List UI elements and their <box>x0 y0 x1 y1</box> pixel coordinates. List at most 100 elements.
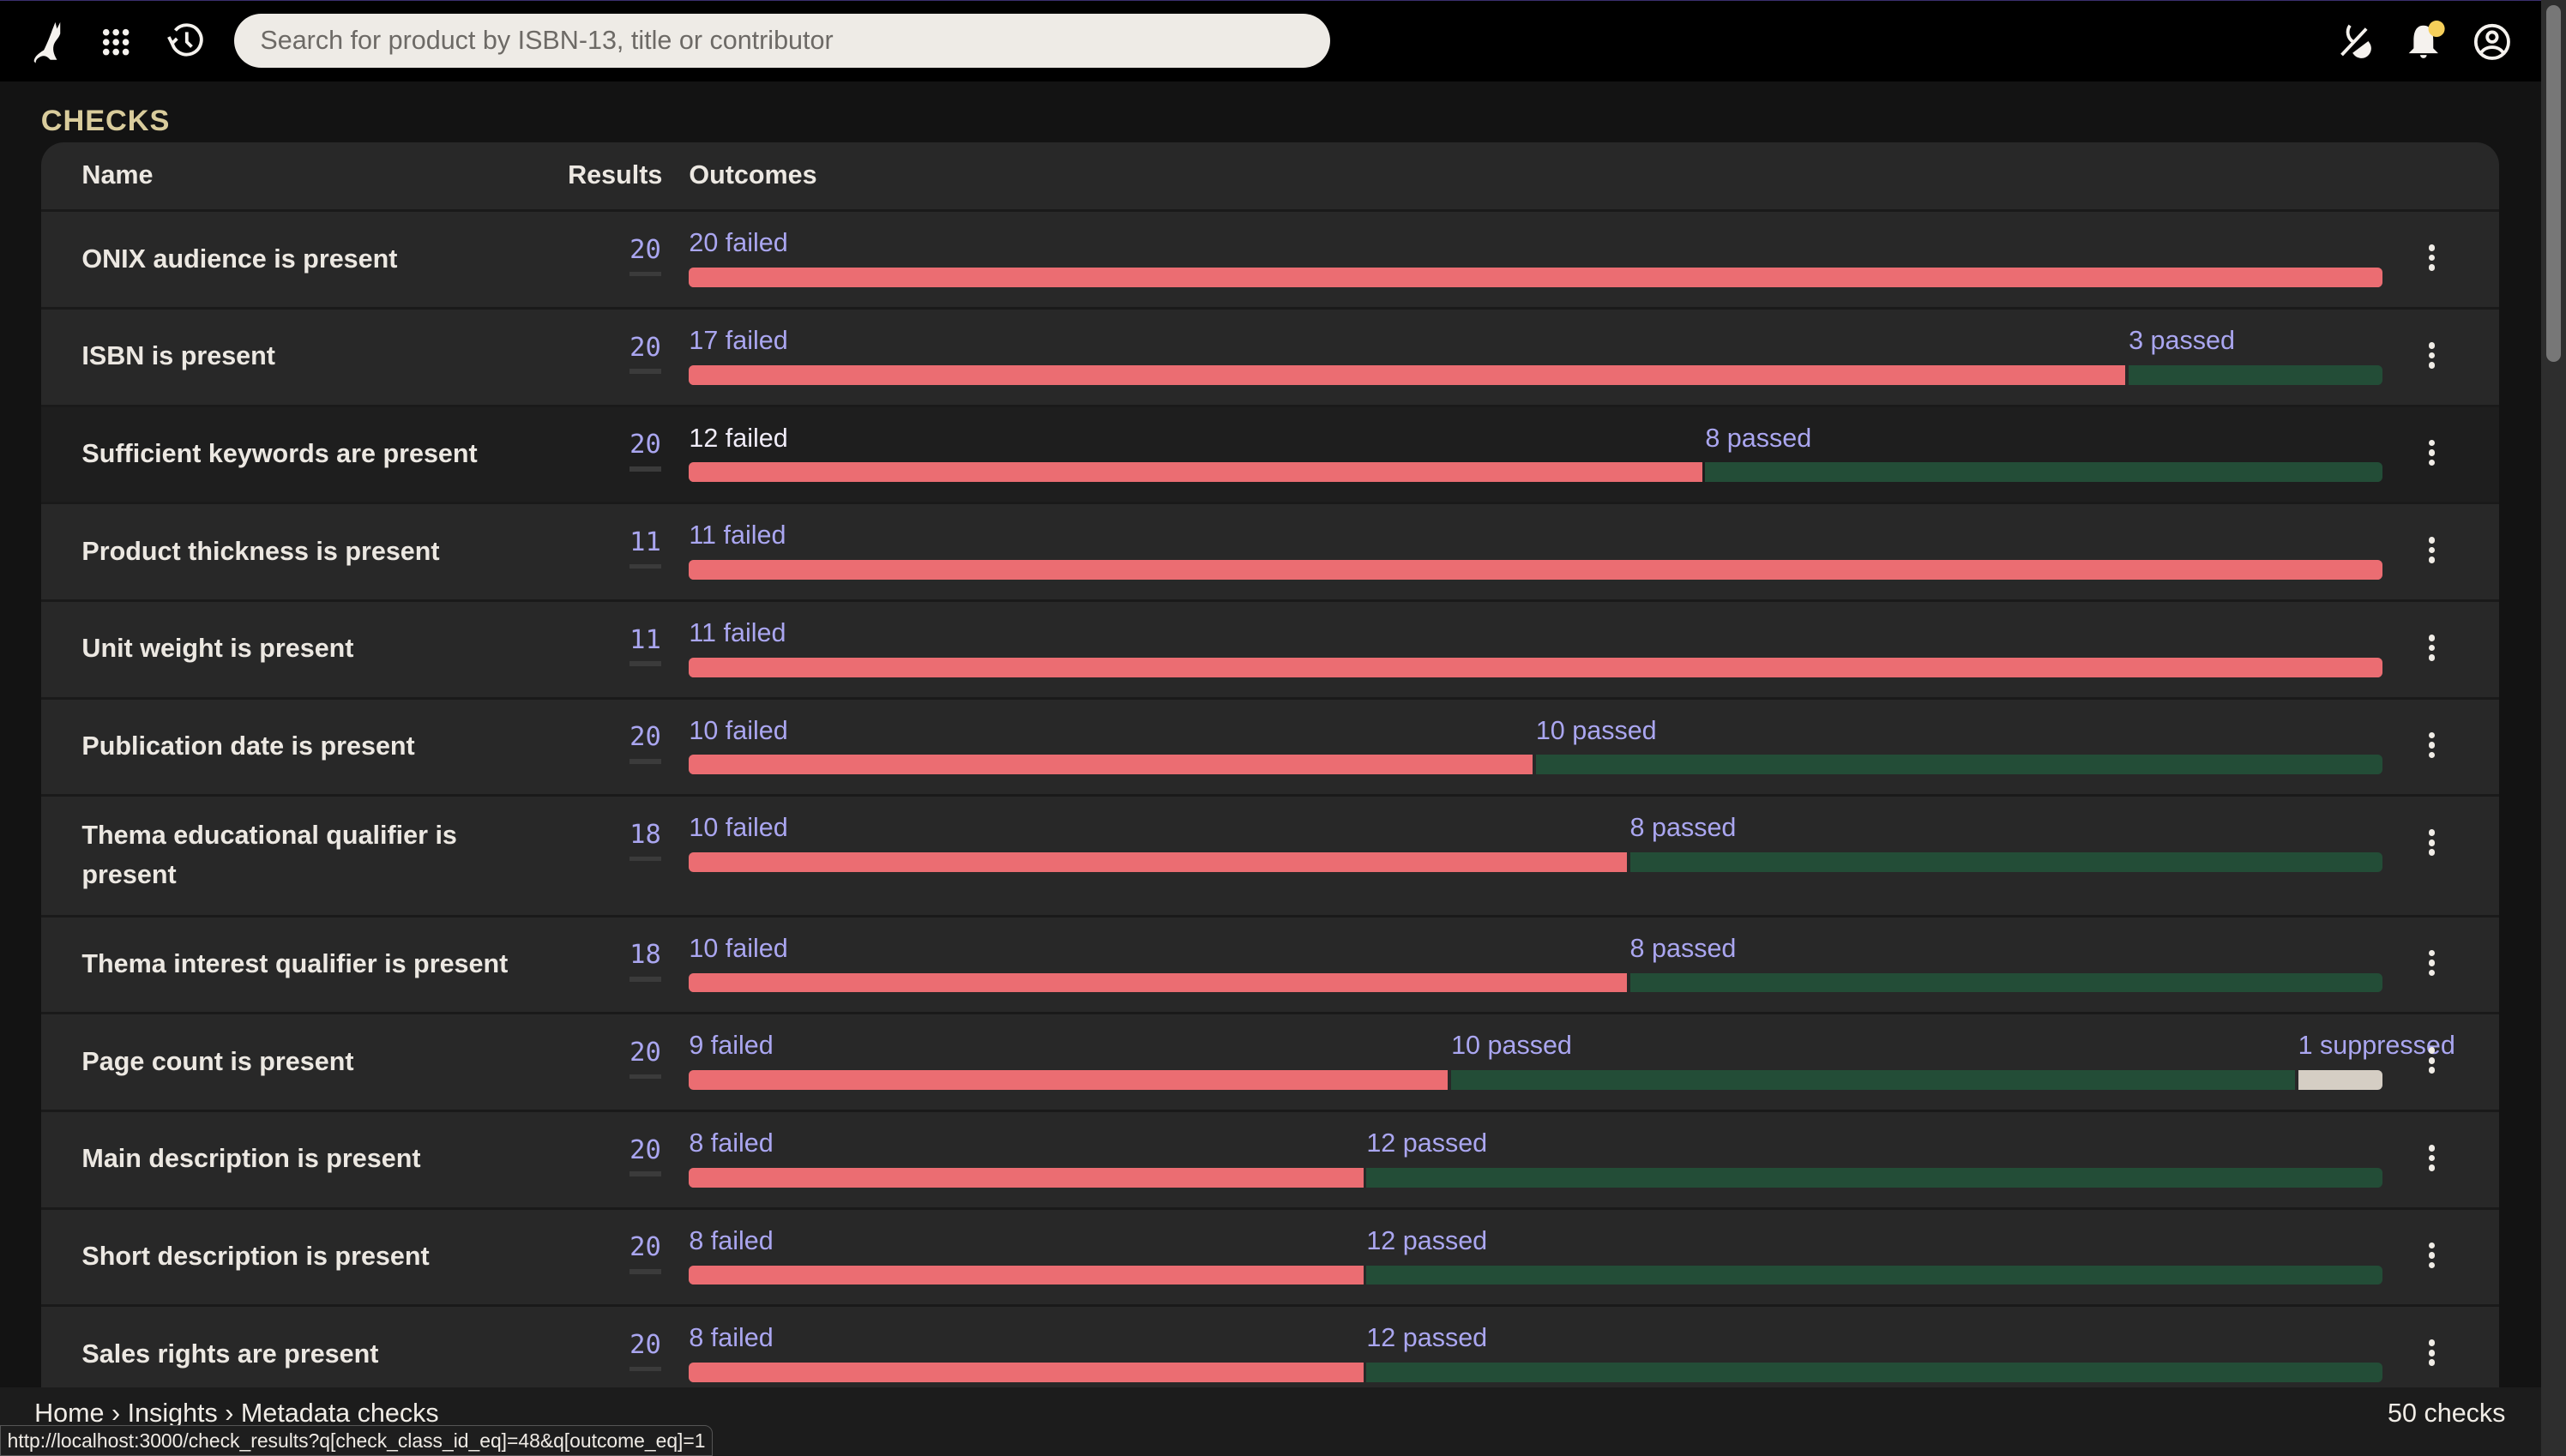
outcome-label-passed[interactable]: 3 passed <box>2129 325 2235 355</box>
check-name[interactable]: Product thickness is present <box>81 536 440 566</box>
outcome-segment-suppressed[interactable] <box>2298 1070 2383 1091</box>
row-menu-kebab-icon[interactable] <box>2418 727 2445 763</box>
outcome-label-failed[interactable]: 8 failed <box>689 1225 774 1255</box>
history-icon[interactable] <box>166 21 205 60</box>
outcome-segment-failed[interactable] <box>689 852 1627 873</box>
table-row[interactable]: Page count is present 20 9 failed 10 passed… <box>40 1014 2499 1112</box>
outcome-label-passed[interactable]: 10 passed <box>1451 1031 1572 1061</box>
outcome-segment-passed[interactable] <box>1629 972 2383 993</box>
breadcrumb-home[interactable]: Home <box>34 1399 105 1429</box>
outcome-label-passed[interactable]: 12 passed <box>1366 1225 1488 1255</box>
outcome-segment-failed[interactable] <box>689 462 1702 483</box>
row-menu-kebab-icon[interactable] <box>2418 629 2445 665</box>
outcome-label-failed[interactable]: 8 failed <box>689 1323 774 1353</box>
bell-icon[interactable] <box>2402 20 2445 63</box>
outcome-label-passed[interactable]: 8 passed <box>1629 813 1737 843</box>
outcome-label-suppressed[interactable]: 1 suppressed <box>2298 1031 2455 1061</box>
check-name[interactable]: Sales rights are present <box>81 1339 379 1369</box>
outcome-segment-failed[interactable] <box>689 560 2383 580</box>
outcome-label-passed[interactable]: 12 passed <box>1366 1323 1488 1353</box>
results-count-link[interactable]: 20 <box>629 430 661 471</box>
table-row[interactable]: Thema educational qualifier is present 18… <box>40 797 2499 918</box>
row-menu-kebab-icon[interactable] <box>2418 1140 2445 1176</box>
outcome-segment-failed[interactable] <box>689 1070 1449 1091</box>
outcome-label-failed[interactable]: 9 failed <box>689 1031 774 1061</box>
results-count-link[interactable]: 20 <box>629 1135 661 1176</box>
row-menu-kebab-icon[interactable] <box>2418 337 2445 373</box>
row-menu-kebab-icon[interactable] <box>2418 1237 2445 1273</box>
outcome-label-failed[interactable]: 12 failed <box>689 423 788 453</box>
outcome-segment-passed[interactable] <box>2129 364 2383 385</box>
search-input[interactable] <box>233 14 1331 69</box>
outcome-segment-passed[interactable] <box>1535 755 2383 775</box>
apps-grid-icon[interactable] <box>98 24 134 60</box>
account-icon[interactable] <box>2471 21 2514 63</box>
header-name[interactable]: Name <box>81 159 154 190</box>
outcome-label-failed[interactable]: 11 failed <box>689 520 786 551</box>
outcome-label-failed[interactable]: 10 failed <box>689 813 788 843</box>
check-name[interactable]: Main description is present <box>81 1144 421 1174</box>
row-menu-kebab-icon[interactable] <box>2418 945 2445 981</box>
outcome-segment-failed[interactable] <box>689 657 2383 677</box>
outcome-segment-failed[interactable] <box>689 972 1627 993</box>
check-name[interactable]: ONIX audience is present <box>81 244 398 274</box>
check-name[interactable]: Page count is present <box>81 1046 354 1076</box>
table-row[interactable]: ISBN is present 20 17 failed 3 passed <box>40 309 2499 407</box>
results-count-link[interactable]: 18 <box>629 940 661 981</box>
results-count-link[interactable]: 11 <box>629 527 661 569</box>
outcome-segment-passed[interactable] <box>1366 1167 2383 1188</box>
table-row[interactable]: ONIX audience is present 20 20 failed <box>40 212 2499 310</box>
outcome-label-passed[interactable]: 8 passed <box>1705 423 1812 453</box>
results-count-link[interactable]: 18 <box>629 820 661 861</box>
results-count-link[interactable]: 20 <box>629 235 661 276</box>
outcome-label-failed[interactable]: 20 failed <box>689 228 788 258</box>
row-menu-kebab-icon[interactable] <box>2418 435 2445 471</box>
check-name[interactable]: Thema interest qualifier is present <box>81 949 509 979</box>
row-menu-kebab-icon[interactable] <box>2418 240 2445 276</box>
outcome-segment-passed[interactable] <box>1451 1070 2295 1091</box>
results-count-link[interactable]: 20 <box>629 1232 661 1273</box>
row-menu-kebab-icon[interactable] <box>2418 1335 2445 1371</box>
outcome-segment-failed[interactable] <box>689 268 2383 287</box>
outcome-segment-failed[interactable] <box>689 755 1533 775</box>
outcome-label-failed[interactable]: 17 failed <box>689 325 788 355</box>
results-count-link[interactable]: 20 <box>629 1330 661 1371</box>
outcome-label-passed[interactable]: 8 passed <box>1629 933 1737 963</box>
table-row[interactable]: Product thickness is present 11 11 failed <box>40 504 2499 602</box>
row-menu-kebab-icon[interactable] <box>2418 532 2445 569</box>
outcome-segment-failed[interactable] <box>689 1167 1364 1188</box>
outcome-segment-passed[interactable] <box>1705 462 2383 483</box>
row-menu-kebab-icon[interactable] <box>2418 825 2445 861</box>
outcome-segment-failed[interactable] <box>689 1265 1364 1285</box>
outcome-label-failed[interactable]: 11 failed <box>689 618 786 647</box>
outcome-segment-passed[interactable] <box>1629 852 2383 873</box>
table-row[interactable]: Sufficient keywords are present 20 12 fail… <box>40 406 2499 505</box>
table-row[interactable]: Main description is present 20 8 failed 12 … <box>40 1111 2499 1210</box>
outcome-label-failed[interactable]: 8 failed <box>689 1128 774 1158</box>
outcome-segment-failed[interactable] <box>689 364 2126 385</box>
outcome-segment-passed[interactable] <box>1366 1363 2383 1383</box>
results-count-link[interactable]: 20 <box>629 333 661 374</box>
results-count-link[interactable]: 20 <box>629 722 661 763</box>
table-row[interactable]: Thema interest qualifier is present 18 10 … <box>40 917 2499 1015</box>
outcome-label-failed[interactable]: 10 failed <box>689 933 788 963</box>
table-row[interactable]: Unit weight is present 11 11 failed <box>40 601 2499 700</box>
outcome-segment-failed[interactable] <box>689 1363 1364 1383</box>
table-row[interactable]: Publication date is present 20 10 failed 10… <box>40 699 2499 797</box>
outcome-label-passed[interactable]: 10 passed <box>1535 715 1657 745</box>
cat-logo-icon[interactable] <box>27 21 70 63</box>
outcome-segment-passed[interactable] <box>1366 1265 2383 1285</box>
check-name[interactable]: Sufficient keywords are present <box>81 439 478 469</box>
breadcrumb-insights[interactable]: Insights <box>127 1399 218 1429</box>
check-name[interactable]: Thema educational qualifier is present <box>81 821 457 889</box>
row-menu-kebab-icon[interactable] <box>2418 1043 2445 1079</box>
theme-toggle-icon[interactable] <box>2334 21 2376 63</box>
check-name[interactable]: Short description is present <box>81 1242 430 1272</box>
check-name[interactable]: ISBN is present <box>81 341 275 371</box>
table-row[interactable]: Short description is present 20 8 failed 12… <box>40 1209 2499 1308</box>
outcome-label-passed[interactable]: 12 passed <box>1366 1128 1488 1158</box>
scrollbar-thumb[interactable] <box>2546 4 2562 362</box>
results-count-link[interactable]: 11 <box>629 625 661 666</box>
outcome-label-failed[interactable]: 10 failed <box>689 715 788 745</box>
results-count-link[interactable]: 20 <box>629 1038 661 1079</box>
